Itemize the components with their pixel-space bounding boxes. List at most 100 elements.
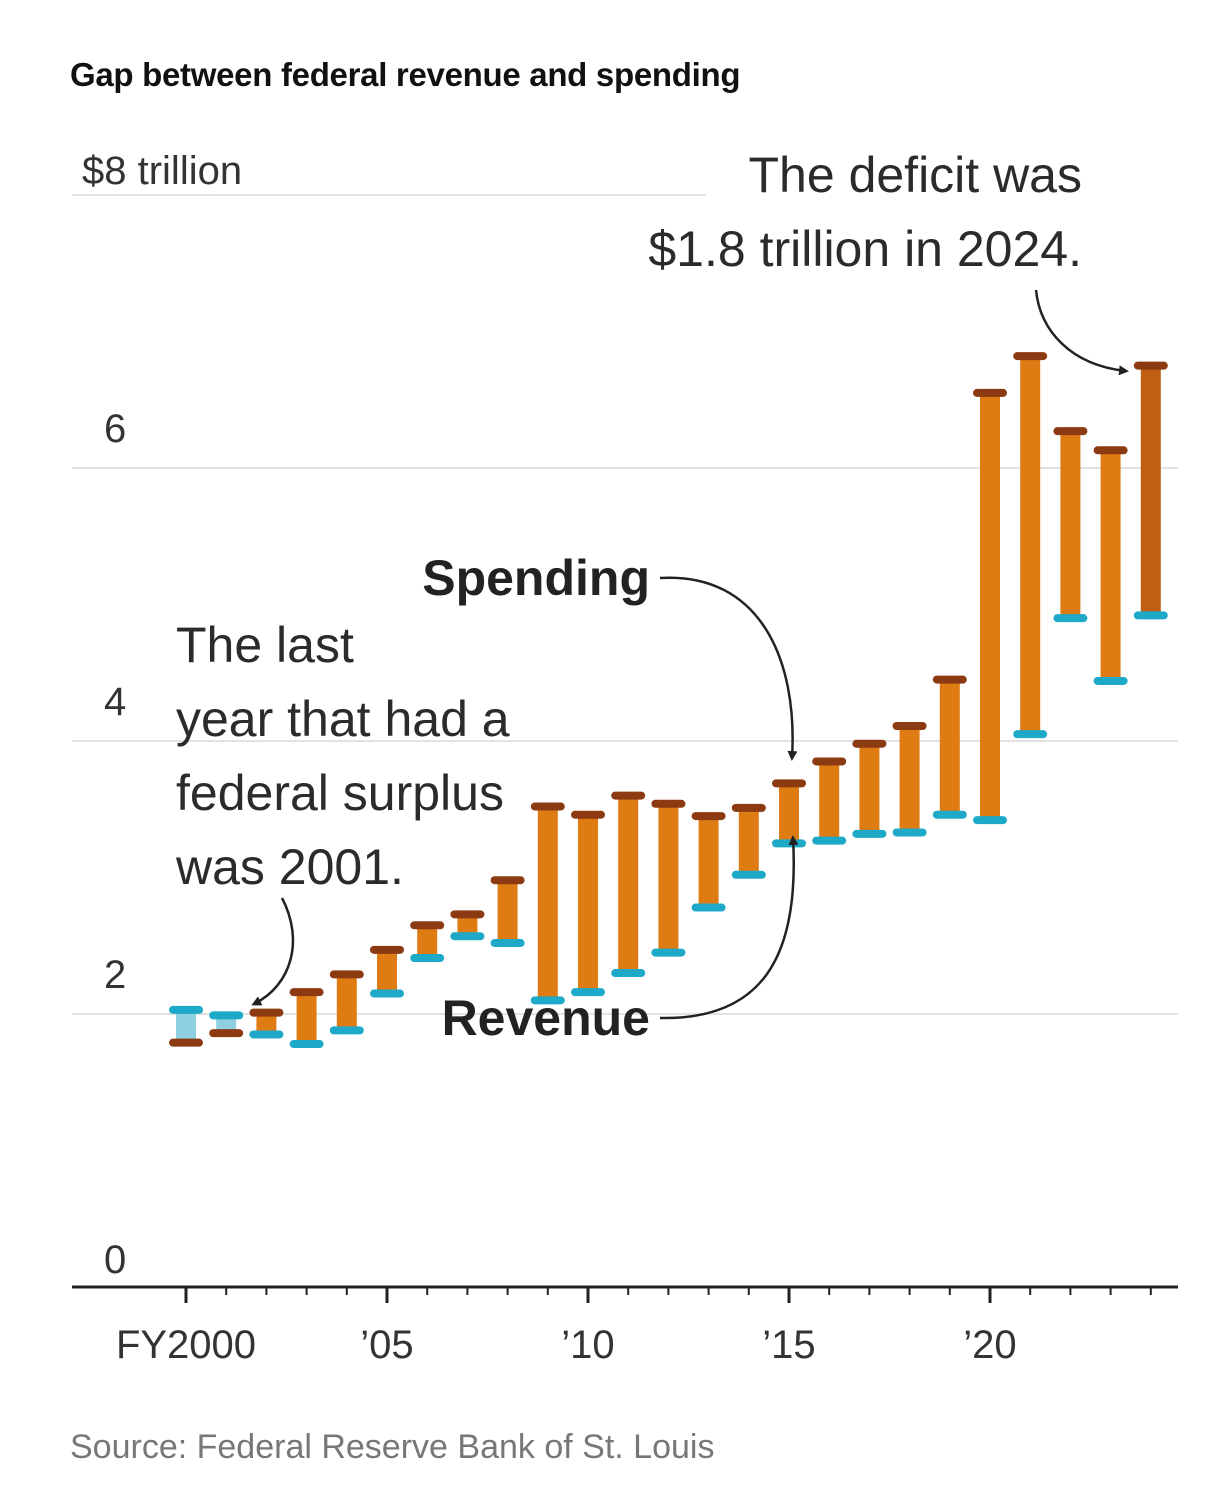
deficit-stem bbox=[417, 925, 438, 959]
revenue-cap bbox=[731, 870, 766, 879]
range-bar-chart: 0 2 4 6 $8 trillion FY2000 ’05 ’10 ’15 ’20 The d… bbox=[72, 147, 1178, 1367]
spending-label: Spending bbox=[422, 550, 650, 606]
deficit-stem bbox=[497, 880, 518, 944]
bar-2007 bbox=[450, 910, 485, 941]
deficit-stem bbox=[980, 392, 1000, 821]
gridlines: 0 2 4 6 $8 trillion bbox=[72, 149, 1178, 1282]
deficit-stem bbox=[1140, 365, 1161, 616]
revenue-cap bbox=[530, 996, 565, 1005]
deficit-stem bbox=[176, 1009, 196, 1043]
spending-cap bbox=[1013, 352, 1048, 361]
revenue-cap bbox=[651, 948, 686, 957]
spending-cap bbox=[209, 1029, 244, 1038]
spending-cap bbox=[249, 1008, 284, 1017]
bar-2008 bbox=[490, 876, 525, 948]
spending-cap bbox=[1053, 427, 1088, 436]
bar-2000 bbox=[169, 1005, 203, 1047]
revenue-cap bbox=[289, 1040, 324, 1049]
deficit-stem bbox=[698, 816, 719, 908]
revenue-cap bbox=[329, 1026, 364, 1035]
bar-2023 bbox=[1093, 446, 1128, 685]
revenue-cap bbox=[410, 954, 445, 963]
deficit-note-line-2: $1.8 trillion in 2024. bbox=[648, 221, 1082, 277]
spending-cap bbox=[651, 799, 686, 808]
bar-2014 bbox=[731, 803, 766, 879]
deficit-note-line-1: The deficit was bbox=[749, 147, 1082, 203]
spending-cap bbox=[691, 812, 726, 821]
spending-cap bbox=[370, 945, 404, 954]
bar-2021 bbox=[1013, 352, 1048, 739]
deficit-arrow bbox=[1034, 289, 1129, 376]
spending-cap bbox=[410, 921, 445, 930]
x-tick-label: FY2000 bbox=[116, 1323, 256, 1367]
revenue-cap bbox=[973, 816, 1007, 825]
deficit-stem bbox=[939, 679, 960, 815]
bar-2002 bbox=[249, 1008, 284, 1039]
x-tick-label: ’20 bbox=[963, 1323, 1016, 1367]
y-tick-label: 0 bbox=[104, 1238, 126, 1282]
bar-2015 bbox=[772, 779, 806, 848]
revenue-cap bbox=[1093, 676, 1128, 685]
spending-cap bbox=[490, 876, 525, 885]
deficit-stem bbox=[658, 803, 679, 953]
revenue-cap bbox=[1053, 614, 1088, 623]
revenue-cap bbox=[450, 932, 485, 941]
bar-2010 bbox=[571, 810, 605, 997]
bar-2020 bbox=[973, 388, 1007, 825]
deficit-stem bbox=[296, 992, 317, 1045]
deficit-stem bbox=[457, 914, 478, 937]
spending-cap bbox=[571, 810, 605, 819]
deficit-stem bbox=[336, 974, 357, 1031]
spending-cap bbox=[892, 721, 927, 730]
bar-2018 bbox=[892, 721, 927, 837]
bar-2011 bbox=[611, 791, 646, 978]
spending-cap bbox=[1133, 361, 1168, 370]
revenue-label: Revenue bbox=[442, 990, 650, 1046]
y-tick-label: $8 trillion bbox=[82, 149, 242, 193]
deficit-stem bbox=[779, 783, 799, 844]
surplus-note-line-1: The last bbox=[176, 617, 354, 673]
deficit-stem bbox=[377, 949, 397, 994]
bar-2005 bbox=[370, 945, 404, 998]
chart-title: Gap between federal revenue and spending bbox=[70, 56, 741, 93]
bar-2004 bbox=[329, 970, 364, 1035]
revenue-cap bbox=[852, 829, 887, 838]
x-tick-label: ’15 bbox=[762, 1323, 815, 1367]
deficit-stem bbox=[578, 814, 598, 993]
x-axis: FY2000 ’05 ’10 ’15 ’20 bbox=[72, 1285, 1178, 1367]
spending-cap bbox=[731, 803, 766, 812]
bars-group bbox=[169, 352, 1168, 1049]
deficit-stem bbox=[1020, 356, 1041, 735]
source-note: Source: Federal Reserve Bank of St. Loui… bbox=[70, 1428, 715, 1466]
revenue-cap bbox=[691, 903, 726, 912]
deficit-stem bbox=[819, 761, 840, 841]
spending-cap bbox=[932, 675, 967, 684]
revenue-arrow bbox=[659, 835, 799, 1020]
bar-2017 bbox=[852, 739, 887, 838]
spending-arrow bbox=[659, 576, 798, 761]
revenue-cap bbox=[490, 939, 525, 948]
revenue-cap bbox=[772, 839, 806, 848]
spending-cap bbox=[973, 388, 1007, 397]
revenue-cap bbox=[249, 1030, 284, 1039]
revenue-cap bbox=[812, 836, 847, 845]
revenue-cap bbox=[1013, 730, 1048, 739]
deficit-stem bbox=[618, 795, 639, 974]
revenue-cap bbox=[370, 989, 404, 998]
bar-2001 bbox=[209, 1011, 244, 1038]
bar-2003 bbox=[289, 988, 324, 1049]
spending-cap bbox=[530, 802, 565, 811]
revenue-cap bbox=[209, 1011, 244, 1020]
bar-2013 bbox=[691, 812, 726, 912]
spending-cap bbox=[812, 757, 847, 766]
annotations: The deficit was $1.8 trillion in 2024. T… bbox=[175, 147, 1129, 1046]
spending-cap bbox=[772, 779, 806, 788]
y-tick-label: 4 bbox=[104, 680, 126, 724]
deficit-stem bbox=[1060, 431, 1081, 619]
surplus-arrow bbox=[251, 897, 295, 1006]
bar-2006 bbox=[410, 921, 445, 963]
revenue-cap bbox=[571, 988, 605, 997]
surplus-note-line-3: federal surplus bbox=[176, 765, 504, 821]
revenue-cap bbox=[932, 810, 967, 819]
revenue-cap bbox=[611, 969, 646, 978]
